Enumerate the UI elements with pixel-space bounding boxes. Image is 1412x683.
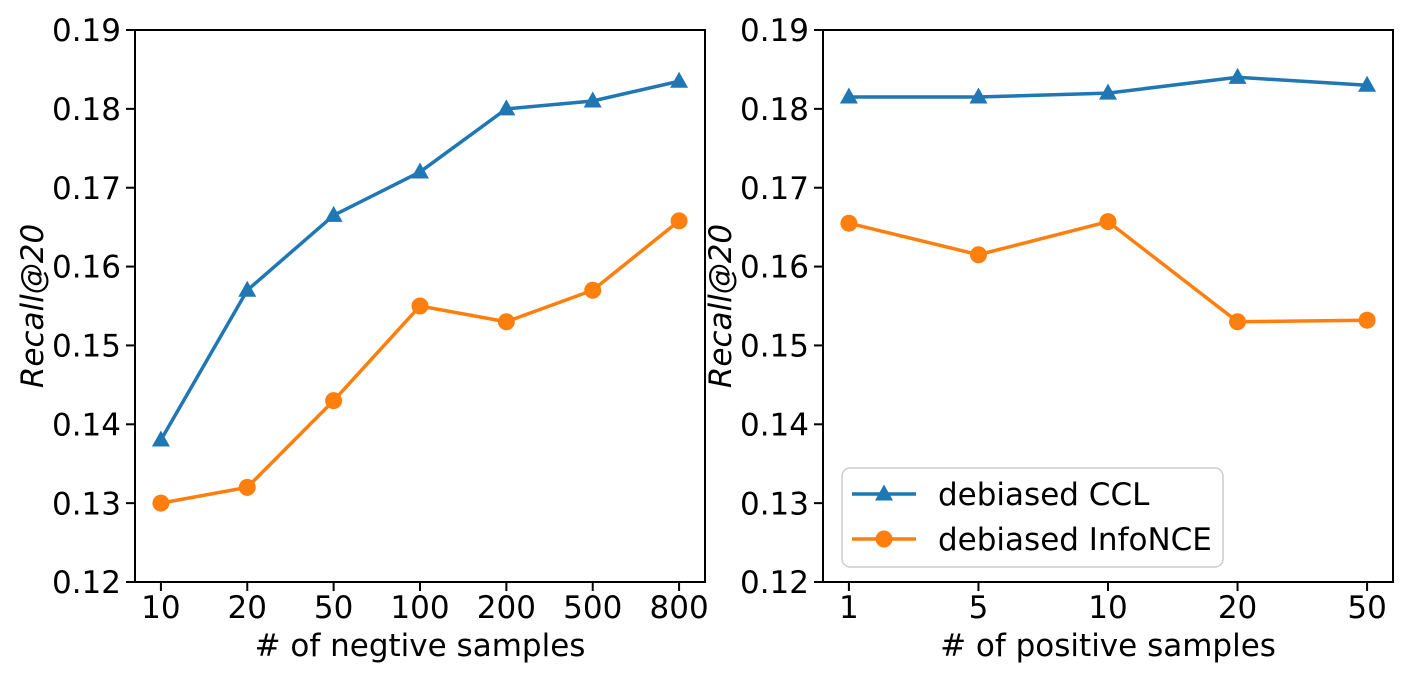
series-debiased-ccl bbox=[839, 67, 1377, 104]
series-debiased-ccl-triangle-marker-icon bbox=[1228, 67, 1247, 84]
series-debiased-infonce-circle-marker-icon bbox=[497, 313, 515, 331]
y-tick-label: 0.15 bbox=[52, 329, 121, 365]
series-debiased-infonce-circle-marker-icon bbox=[584, 281, 602, 299]
x-tick-label: 10 bbox=[141, 590, 180, 626]
series-debiased-infonce bbox=[152, 212, 688, 512]
series-debiased-infonce-circle-marker-icon bbox=[1099, 213, 1117, 231]
series-debiased-infonce-circle-marker-icon bbox=[969, 246, 987, 264]
series-debiased-infonce-circle-marker-icon bbox=[325, 392, 343, 410]
x-tick-label: 500 bbox=[563, 590, 622, 626]
series-debiased-infonce-circle-marker-icon bbox=[1229, 313, 1247, 331]
x-tick-label: 1 bbox=[839, 590, 859, 626]
y-axis-label: Recall@20 bbox=[15, 224, 51, 388]
x-tick-label: 200 bbox=[477, 590, 536, 626]
legend-label: debiased CCL bbox=[938, 477, 1150, 513]
series-debiased-ccl-triangle-marker-icon bbox=[411, 162, 429, 179]
y-tick-label: 0.18 bbox=[52, 92, 121, 128]
legend-debiased-infonce-circle-marker-icon bbox=[875, 530, 893, 548]
series-debiased-infonce-circle-marker-icon bbox=[238, 478, 256, 496]
left-chart: 0.12 0.13 0.14 0.15 0.16 0.17 0.18 0.19 10 20 50 10… bbox=[15, 13, 709, 664]
series-debiased-ccl-triangle-marker-icon bbox=[670, 71, 689, 88]
series-debiased-ccl-triangle-marker-icon bbox=[969, 87, 988, 104]
series-debiased-ccl-triangle-marker-icon bbox=[1358, 75, 1377, 92]
x-tick-label: 20 bbox=[228, 590, 267, 626]
x-tick-label: 100 bbox=[390, 590, 449, 626]
y-tick-label: 0.13 bbox=[740, 486, 809, 522]
y-axis-label: Recall@20 bbox=[703, 224, 739, 388]
legend-debiased-ccl-triangle-marker-icon bbox=[875, 484, 893, 501]
y-tick-label: 0.18 bbox=[740, 92, 809, 128]
x-tick-label: 10 bbox=[1088, 590, 1127, 626]
series-debiased-infonce-circle-marker-icon bbox=[1358, 311, 1376, 329]
series-debiased-ccl-triangle-marker-icon bbox=[238, 280, 257, 297]
legend-item-debiased-ccl: debiased CCL bbox=[852, 477, 1150, 513]
x-tick-label: 800 bbox=[650, 590, 709, 626]
x-tick-label: 20 bbox=[1218, 590, 1257, 626]
series-debiased-infonce-circle-marker-icon bbox=[411, 297, 429, 315]
y-tick-label: 0.14 bbox=[52, 407, 121, 443]
series-debiased-ccl-triangle-marker-icon bbox=[839, 87, 858, 104]
y-tick-label: 0.17 bbox=[52, 171, 121, 207]
x-tick-label: 50 bbox=[1347, 590, 1386, 626]
x-tick-label: 5 bbox=[969, 590, 989, 626]
y-tick-label: 0.13 bbox=[52, 486, 121, 522]
y-tick-label: 0.12 bbox=[52, 565, 121, 601]
series-debiased-infonce-circle-marker-icon bbox=[670, 212, 688, 230]
y-tick-label: 0.19 bbox=[52, 13, 121, 49]
y-tick-label: 0.17 bbox=[740, 171, 809, 207]
series-debiased-ccl bbox=[151, 71, 689, 447]
x-tick-label: 50 bbox=[314, 590, 353, 626]
y-tick-label: 0.15 bbox=[740, 329, 809, 365]
y-tick-label: 0.16 bbox=[740, 250, 809, 286]
right-chart: 0.12 0.13 0.14 0.15 0.16 0.17 0.18 0.19 1 5 10 20 50… bbox=[703, 13, 1394, 664]
legend-label: debiased InfoNCE bbox=[938, 522, 1212, 558]
legend-box bbox=[841, 467, 1224, 568]
legend: debiased CCL debiased InfoNCE bbox=[841, 467, 1224, 568]
series-debiased-ccl-triangle-marker-icon bbox=[324, 205, 343, 222]
legend-item-debiased-infonce: debiased InfoNCE bbox=[852, 522, 1212, 558]
x-axis-label: # of negtive samples bbox=[255, 628, 586, 664]
y-tick-label: 0.12 bbox=[740, 565, 809, 601]
series-line-debiased-infonce bbox=[847, 219, 1369, 324]
series-debiased-infonce-circle-marker-icon bbox=[840, 214, 858, 232]
series-debiased-ccl-triangle-marker-icon bbox=[497, 99, 516, 116]
series-line-debiased-ccl bbox=[159, 79, 681, 442]
series-debiased-ccl-triangle-marker-icon bbox=[151, 430, 170, 447]
y-tick-label: 0.19 bbox=[740, 13, 809, 49]
y-tick-label: 0.14 bbox=[740, 407, 809, 443]
series-debiased-ccl-triangle-marker-icon bbox=[1099, 83, 1117, 100]
series-line-debiased-infonce bbox=[159, 219, 681, 505]
series-debiased-infonce-circle-marker-icon bbox=[152, 494, 170, 512]
y-tick-label: 0.16 bbox=[52, 250, 121, 286]
x-axis-label: # of positive samples bbox=[940, 628, 1276, 664]
series-debiased-infonce bbox=[840, 213, 1376, 331]
series-debiased-ccl-triangle-marker-icon bbox=[583, 91, 602, 108]
